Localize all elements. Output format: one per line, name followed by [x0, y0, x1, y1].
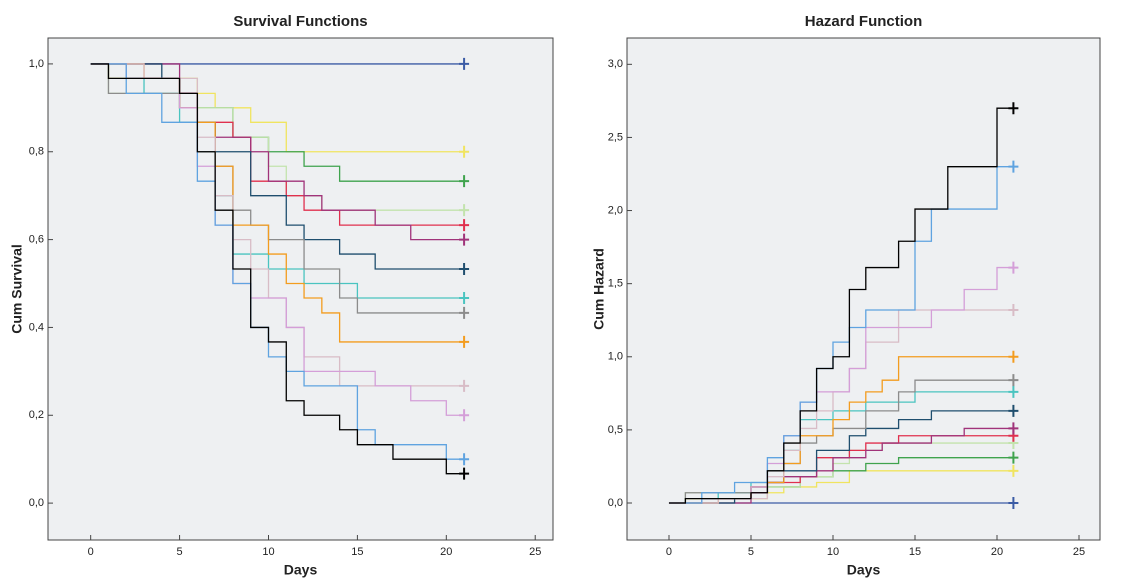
y-tick-label: 0,0	[29, 497, 44, 509]
x-tick-label: 10	[827, 546, 839, 558]
y-tick-label: 0,4	[29, 321, 44, 333]
x-tick-label: 5	[177, 546, 183, 558]
x-tick-label: 0	[88, 546, 94, 558]
censor-marker	[459, 306, 470, 319]
chart-title: Hazard Function	[805, 13, 923, 30]
x-axis-label: Days	[847, 562, 881, 578]
chart-title: Survival Functions	[233, 13, 367, 30]
censor-marker	[459, 292, 470, 305]
x-tick-label: 5	[748, 546, 754, 558]
censor-marker	[459, 379, 470, 392]
y-tick-label: 0,6	[29, 233, 44, 245]
x-tick-label: 15	[351, 546, 363, 558]
censor-marker	[459, 57, 470, 70]
censor-marker	[1008, 497, 1019, 510]
y-tick-label: 0,8	[29, 146, 44, 158]
plot-area	[47, 37, 554, 541]
y-tick-label: 3,0	[608, 58, 623, 70]
censor-marker	[459, 467, 470, 480]
censor-marker	[1008, 422, 1019, 435]
censor-marker	[1008, 261, 1019, 274]
x-tick-label: 25	[529, 546, 541, 558]
censor-marker	[459, 175, 470, 188]
censor-marker	[459, 409, 470, 422]
survival-step-line	[668, 107, 1014, 504]
y-axis-label: Cum Survival	[9, 244, 25, 333]
y-tick-label: 2,5	[608, 131, 623, 143]
censor-marker	[1008, 303, 1019, 316]
x-tick-label: 20	[440, 546, 452, 558]
censor-marker	[1008, 374, 1019, 387]
y-tick-label: 0,0	[608, 497, 623, 509]
y-tick-label: 2,0	[608, 204, 623, 216]
censor-marker	[1008, 102, 1019, 115]
censor-marker	[459, 233, 470, 246]
censor-marker	[459, 145, 470, 158]
y-tick-label: 1,5	[608, 278, 623, 290]
x-tick-label: 10	[262, 546, 274, 558]
x-tick-label: 15	[909, 546, 921, 558]
y-tick-label: 1,0	[29, 58, 44, 70]
censor-marker	[1008, 160, 1019, 173]
censor-marker	[1008, 464, 1019, 477]
x-tick-label: 25	[1073, 546, 1085, 558]
survival-step-line	[90, 63, 465, 475]
censor-marker	[459, 204, 470, 217]
x-axis-label: Days	[284, 562, 318, 578]
y-tick-label: 0,5	[608, 424, 623, 436]
censor-marker	[1008, 385, 1019, 398]
censor-marker	[459, 335, 470, 348]
y-axis-label: Cum Hazard	[591, 248, 607, 330]
censor-marker	[459, 453, 470, 466]
censor-marker	[1008, 404, 1019, 417]
censor-marker	[459, 263, 470, 276]
x-tick-label: 0	[666, 546, 672, 558]
censor-marker	[1008, 350, 1019, 363]
y-tick-label: 0,2	[29, 409, 44, 421]
x-tick-label: 20	[991, 546, 1003, 558]
censor-marker	[459, 219, 470, 232]
censor-marker	[1008, 451, 1019, 464]
y-tick-label: 1,0	[608, 351, 623, 363]
